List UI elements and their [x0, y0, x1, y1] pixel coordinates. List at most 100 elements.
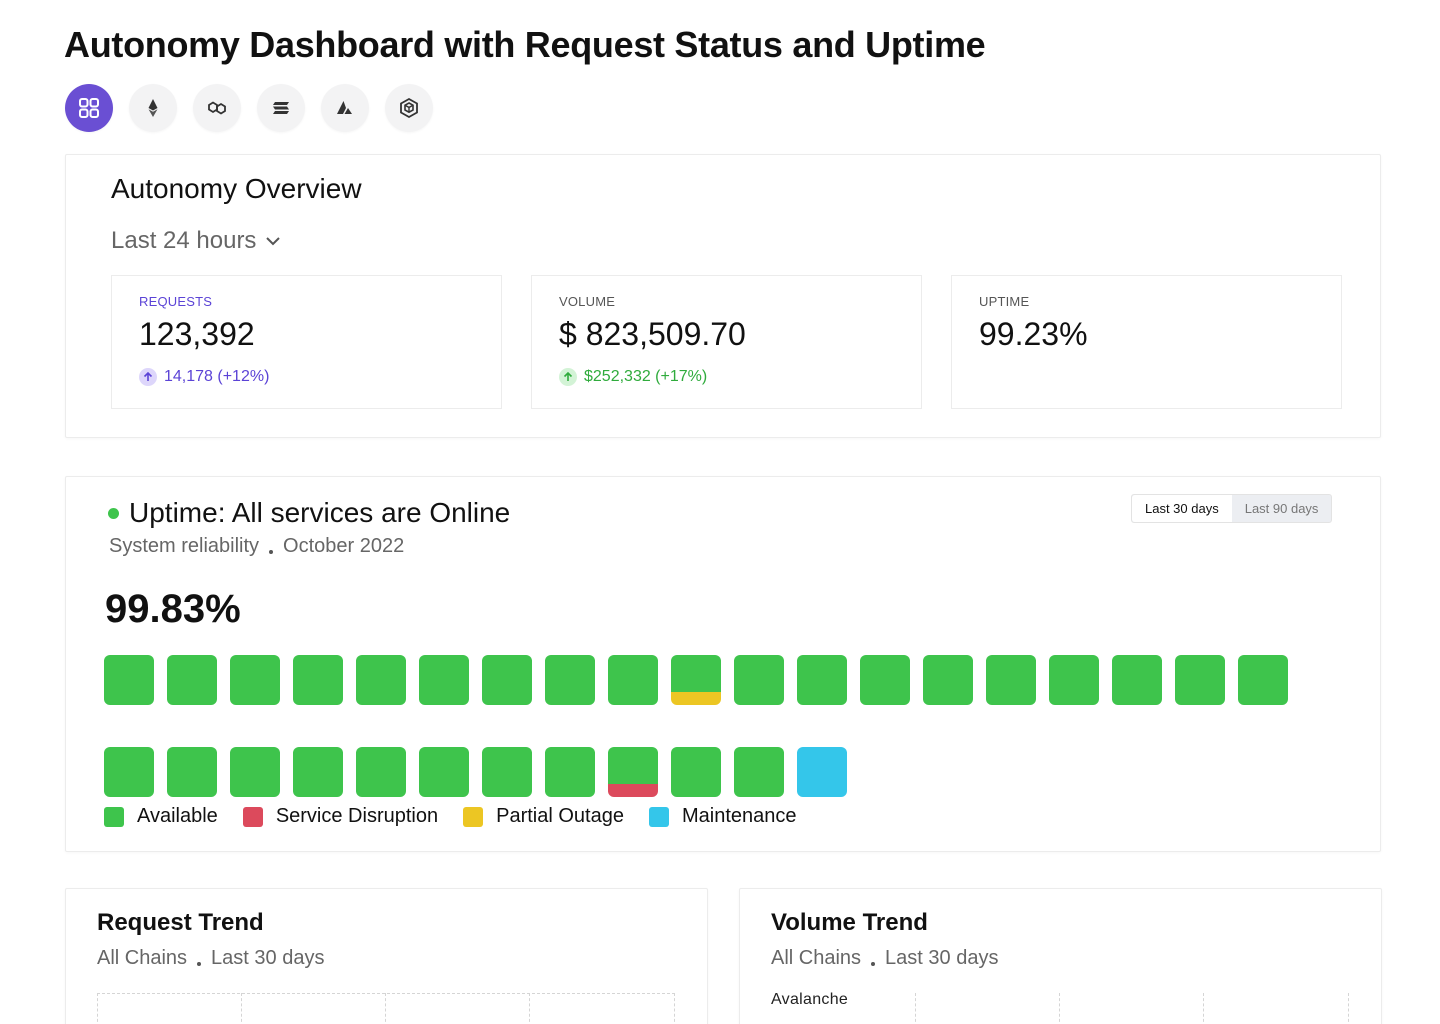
uptime-day-tile[interactable]: [608, 655, 658, 705]
separator-dot: [197, 961, 202, 966]
stat-value: $ 823,509.70: [559, 316, 746, 352]
chain-solana-button[interactable]: [257, 84, 305, 132]
bnb-icon: [400, 97, 418, 119]
uptime-day-tile[interactable]: [104, 655, 154, 705]
stat-delta: $252,332 (+17%): [559, 368, 707, 386]
overview-title: Autonomy Overview: [111, 173, 362, 204]
uptime-day-tile[interactable]: [671, 655, 721, 705]
legend-maintenance: Maintenance: [648, 805, 797, 828]
solana-icon: [273, 102, 289, 114]
uptime-subtitle-text: System reliability: [109, 535, 260, 557]
uptime-day-tile[interactable]: [104, 747, 154, 797]
chain-bnb-button[interactable]: [385, 84, 433, 132]
range-toggle: Last 30 days Last 90 days: [1131, 494, 1333, 523]
uptime-day-tile[interactable]: [797, 747, 847, 797]
uptime-day-tile[interactable]: [356, 655, 406, 705]
legend-available: Available: [104, 805, 218, 828]
trend-scope: All Chains: [771, 947, 862, 969]
chart-gridline: [529, 993, 530, 1024]
range-90-days-button[interactable]: Last 90 days: [1244, 501, 1319, 516]
uptime-day-tile[interactable]: [545, 655, 595, 705]
uptime-day-tile[interactable]: [482, 747, 532, 797]
request-trend-title: Request Trend: [97, 909, 264, 936]
uptime-day-tile[interactable]: [230, 747, 280, 797]
uptime-day-tile[interactable]: [293, 655, 343, 705]
chevron-down-icon: [266, 237, 281, 246]
uptime-day-incident-part: [671, 692, 721, 705]
chain-all-button[interactable]: [65, 84, 113, 132]
request-trend-subtitle: All Chains Last 30 days: [97, 947, 324, 970]
trend-scope: All Chains: [97, 947, 188, 969]
period-dropdown[interactable]: Last 24 hours: [111, 227, 282, 255]
uptime-day-tile[interactable]: [734, 655, 784, 705]
chart-gridline: [1203, 993, 1204, 1024]
uptime-day-tile[interactable]: [1049, 655, 1099, 705]
chain-polygon-button[interactable]: [193, 84, 241, 132]
chart-gridline: [241, 993, 242, 1024]
requests-stat: REQUESTS 123,392 14,178 (+12%): [111, 275, 502, 409]
stat-label: REQUESTS: [139, 294, 213, 309]
uptime-day-tile[interactable]: [230, 655, 280, 705]
uptime-day-tile[interactable]: [923, 655, 973, 705]
uptime-day-tile[interactable]: [797, 655, 847, 705]
legend-swatch: [648, 806, 669, 827]
chart-gridline: [674, 993, 675, 1024]
uptime-stat: UPTIME 99.23%: [951, 275, 1342, 409]
status-dot-icon: [108, 507, 119, 519]
ethereum-icon: [148, 99, 158, 117]
uptime-day-tile[interactable]: [671, 747, 721, 797]
uptime-day-tile[interactable]: [1238, 655, 1288, 705]
legend-label: Available: [137, 805, 218, 827]
chain-ethereum-button[interactable]: [129, 84, 177, 132]
arrow-up-icon: [139, 368, 157, 386]
chain-avalanche-button[interactable]: [321, 84, 369, 132]
uptime-day-tile[interactable]: [293, 747, 343, 797]
polygon-icon: [208, 101, 226, 115]
uptime-header: Uptime: All services are Online: [108, 497, 510, 529]
legend-swatch: [463, 806, 484, 827]
volume-chain-label: Avalanche: [771, 991, 849, 1008]
range-30-days-button[interactable]: Last 30 days: [1132, 495, 1232, 522]
avalanche-icon: [337, 101, 352, 114]
trend-period: Last 30 days: [885, 947, 999, 969]
uptime-card: Uptime: All services are Online System r…: [65, 476, 1381, 852]
uptime-day-incident-part: [608, 784, 658, 797]
volume-stat: VOLUME $ 823,509.70 $252,332 (+17%): [531, 275, 922, 409]
legend-swatch: [104, 806, 124, 827]
request-trend-card: Request Trend All Chains Last 30 days: [65, 888, 708, 1024]
uptime-day-tile[interactable]: [1175, 655, 1225, 705]
uptime-day-tile[interactable]: [167, 747, 217, 797]
uptime-day-tile[interactable]: [860, 655, 910, 705]
legend-label: Partial Outage: [496, 805, 624, 827]
legend-swatch: [242, 806, 263, 827]
stat-delta: 14,178 (+12%): [139, 368, 269, 386]
legend-partial-outage: Partial Outage: [463, 805, 624, 828]
uptime-day-tile[interactable]: [734, 747, 784, 797]
uptime-day-tile[interactable]: [419, 747, 469, 797]
chart-gridline: [97, 993, 98, 1024]
grid-icon: [79, 98, 99, 118]
legend-label: Maintenance: [681, 805, 797, 827]
uptime-day-tile[interactable]: [419, 655, 469, 705]
uptime-day-tile[interactable]: [356, 747, 406, 797]
trend-period: Last 30 days: [211, 947, 325, 969]
uptime-day-tile[interactable]: [608, 747, 658, 797]
period-dropdown-label: Last 24 hours: [111, 227, 257, 254]
uptime-month: October 2022: [283, 535, 405, 557]
uptime-day-tile[interactable]: [482, 655, 532, 705]
stat-label: UPTIME: [979, 294, 1030, 309]
stat-delta-text: $252,332 (+17%): [584, 368, 708, 385]
chart-gridline: [385, 993, 386, 1024]
uptime-legend: Available Service Disruption Partial Out…: [104, 805, 797, 828]
separator-dot: [871, 961, 876, 966]
overview-card: Autonomy Overview Last 24 hours REQUESTS…: [65, 154, 1381, 438]
uptime-subtitle: System reliability October 2022: [109, 535, 404, 558]
chain-filter-bar: [65, 84, 433, 132]
uptime-day-tile[interactable]: [986, 655, 1036, 705]
uptime-day-tile[interactable]: [545, 747, 595, 797]
uptime-day-tile[interactable]: [167, 655, 217, 705]
volume-trend-card: Volume Trend All Chains Last 30 days Ava…: [739, 888, 1382, 1024]
uptime-day-tile[interactable]: [1112, 655, 1162, 705]
chart-gridline: [1348, 993, 1349, 1024]
volume-trend-chart: [771, 993, 1349, 1024]
